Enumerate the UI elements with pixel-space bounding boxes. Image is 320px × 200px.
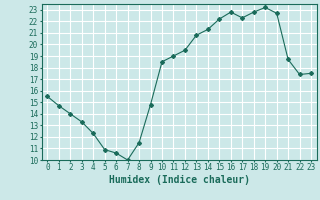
- X-axis label: Humidex (Indice chaleur): Humidex (Indice chaleur): [109, 175, 250, 185]
